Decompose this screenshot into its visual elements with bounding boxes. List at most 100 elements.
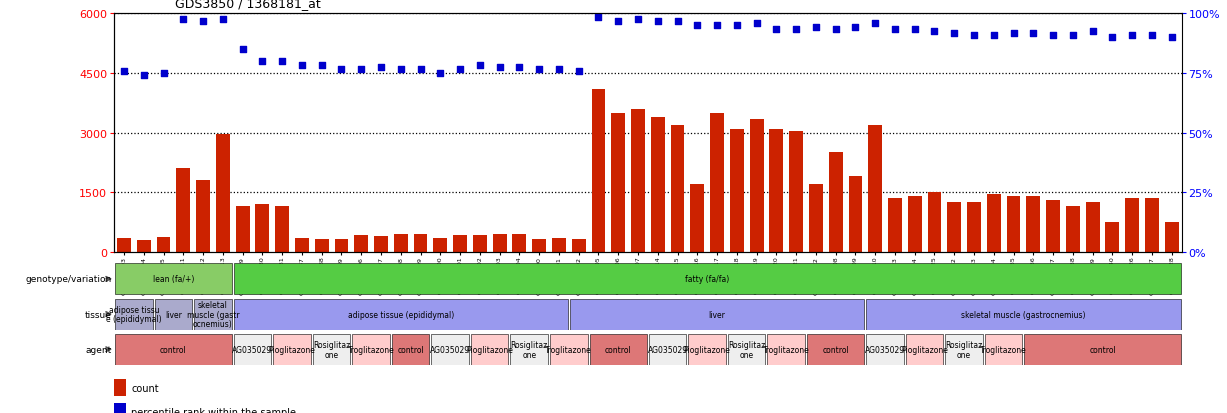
Point [904,27,924,33]
Point [351,66,371,73]
Bar [216,135,229,252]
Point [153,71,173,77]
Text: AG035029: AG035029 [232,345,272,354]
Bar [233,334,271,365]
Bar [413,235,427,252]
Bar [589,334,647,365]
Bar [767,334,805,365]
Point [747,21,767,28]
Bar [809,185,823,252]
Text: Pioglitazone: Pioglitazone [901,345,948,354]
Point [1082,29,1102,36]
Point [628,17,648,24]
Bar [730,129,744,252]
Bar [137,241,151,252]
Point [964,33,984,40]
Bar [649,334,686,365]
Text: fatty (fa/fa): fatty (fa/fa) [685,275,729,284]
Point [272,59,292,65]
Bar [691,185,704,252]
Bar [471,334,508,365]
Point [569,69,589,75]
Text: control: control [822,345,849,354]
Bar [650,117,665,252]
Bar [117,238,131,252]
Bar [196,181,210,252]
Point [391,66,411,73]
Point [787,27,806,33]
Bar [967,202,980,252]
Bar [888,199,902,252]
Bar [750,119,763,252]
Bar [236,206,249,252]
Text: Pioglitazone: Pioglitazone [269,345,315,354]
Point [548,66,568,73]
Bar [1145,199,1158,252]
Bar [985,334,1022,365]
Bar [493,235,507,252]
Bar [255,204,269,252]
Text: Troglitazone: Troglitazone [347,345,394,354]
Text: skeletal muscle (gastrocnemius): skeletal muscle (gastrocnemius) [961,310,1086,319]
Point [490,64,509,71]
Point [667,19,687,26]
Bar [866,334,904,365]
Bar [1006,197,1021,252]
Text: Troglitazone: Troglitazone [980,345,1027,354]
Text: lean (fa/+): lean (fa/+) [152,275,194,284]
Bar [1047,200,1060,252]
Point [411,66,431,73]
Point [292,63,312,69]
Point [885,27,904,33]
Bar [591,90,605,252]
Bar [866,299,1180,330]
Bar [114,379,126,396]
Bar [313,334,351,365]
Bar [274,334,310,365]
Point [193,19,213,26]
Point [371,64,390,71]
Point [589,15,609,22]
Bar [908,197,921,252]
Text: Pioglitazone: Pioglitazone [466,345,513,354]
Bar [1164,222,1179,252]
Point [609,19,628,26]
Point [1142,33,1162,40]
Bar [849,177,863,252]
Bar [510,334,548,365]
Point [925,29,945,36]
Text: control: control [398,345,425,354]
Bar [611,114,625,252]
Bar [1025,334,1180,365]
Point [134,73,153,79]
Point [253,59,272,65]
Bar [1066,206,1080,252]
Bar [1125,199,1139,252]
Text: AG035029: AG035029 [648,345,687,354]
Point [529,66,548,73]
Text: Rosiglitaz
one: Rosiglitaz one [313,340,350,359]
Point [726,23,746,30]
Bar [552,238,566,252]
Point [984,33,1004,40]
Bar [928,192,941,252]
Point [1103,35,1123,42]
Point [945,31,964,38]
Bar [155,299,193,330]
Text: Rosiglitaz
one: Rosiglitaz one [946,340,983,359]
Bar [374,236,388,252]
Bar [115,264,232,294]
Point [114,69,134,75]
Text: GDS3850 / 1368181_at: GDS3850 / 1368181_at [175,0,321,10]
Text: Rosiglitaz
one: Rosiglitaz one [510,340,548,359]
Point [826,27,845,33]
Point [450,66,470,73]
Bar [710,114,724,252]
Bar [572,239,585,252]
Text: percentile rank within the sample: percentile rank within the sample [131,408,296,413]
Bar [394,235,407,252]
Bar [315,240,329,252]
Bar [432,334,469,365]
Bar [789,131,802,252]
Bar [233,299,568,330]
